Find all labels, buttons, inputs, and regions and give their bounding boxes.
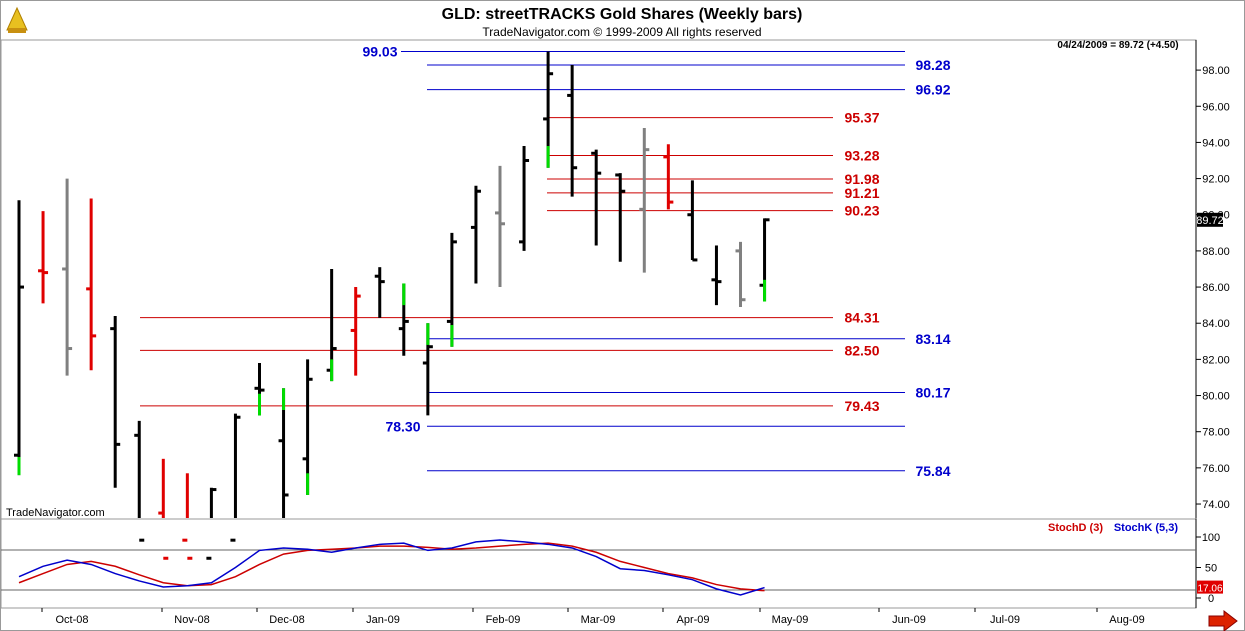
price-bar — [398, 283, 409, 356]
price-tick-label: 98.00 — [1202, 65, 1230, 77]
price-bar — [495, 165, 505, 288]
price-bar — [567, 65, 578, 197]
trade-navigator-logo-icon[interactable] — [3, 6, 31, 36]
level-label: 91.98 — [844, 171, 879, 187]
level-label: 90.23 — [844, 203, 879, 219]
stoch-k-line — [18, 539, 765, 596]
chart-title: GLD: streetTRACKS Gold Shares (Weekly ba… — [442, 6, 803, 23]
x-tick-label: Mar-09 — [581, 614, 616, 626]
price-bar — [639, 127, 650, 273]
price-tick-label: 94.00 — [1202, 137, 1230, 149]
price-bar — [14, 200, 24, 476]
stoch-last-label: 17.06 — [1197, 584, 1222, 595]
price-bar — [446, 232, 457, 347]
price-bar — [182, 473, 193, 560]
stoch-last-box — [1197, 580, 1223, 594]
legend-stoch-d: StochD (3) — [1048, 522, 1103, 534]
level-label: 83.14 — [915, 331, 950, 347]
level-label: 98.28 — [915, 57, 950, 73]
level-label: 96.92 — [915, 82, 950, 98]
price-bars — [14, 51, 770, 560]
level-label: 93.28 — [844, 147, 879, 163]
stoch-tick-label: 100 — [1202, 532, 1220, 544]
price-bar — [302, 359, 313, 495]
level-label: 78.30 — [385, 418, 420, 434]
price-tick-label: 82.00 — [1202, 354, 1230, 366]
price-bar — [110, 315, 121, 488]
level-label: 99.03 — [362, 43, 397, 59]
stoch-tick-label: 50 — [1205, 563, 1217, 575]
watermark-text: TradeNavigator.com — [6, 507, 105, 519]
stoch-d-line — [18, 542, 765, 592]
price-bar — [350, 287, 361, 376]
price-bar — [422, 323, 433, 416]
price-bar — [374, 267, 385, 318]
level-label: 91.21 — [844, 185, 879, 201]
price-bar — [158, 458, 169, 560]
last-price-label: 89.72 — [1196, 215, 1224, 227]
level-label: 95.37 — [844, 110, 879, 126]
price-bar — [134, 420, 145, 542]
x-tick-label: Jun-09 — [892, 614, 926, 626]
price-bar — [735, 241, 746, 307]
x-tick-label: Aug-09 — [1109, 614, 1144, 626]
last-price-box — [1197, 212, 1223, 227]
level-label: 84.31 — [844, 310, 879, 326]
price-bar — [687, 180, 698, 262]
price-tick-label: 92.00 — [1202, 174, 1230, 186]
price-tick-label: 88.00 — [1202, 246, 1230, 258]
stochastic-axis: 100 50 017.06 — [1196, 532, 1223, 605]
x-tick-label: Jul-09 — [990, 614, 1020, 626]
price-bar — [759, 218, 770, 302]
price-bar — [543, 51, 554, 168]
level-label: 80.17 — [915, 384, 950, 400]
price-bar — [230, 413, 241, 542]
price-tick-label: 76.00 — [1202, 463, 1230, 475]
x-tick-label: Oct-08 — [55, 614, 88, 626]
price-bar — [278, 388, 289, 518]
price-bar — [591, 149, 602, 246]
x-tick-label: Nov-08 — [174, 614, 209, 626]
x-tick-label: May-09 — [772, 614, 809, 626]
price-bar — [615, 173, 626, 262]
price-bar — [86, 198, 97, 371]
legend-stoch-k: StochK (5,3) — [1114, 522, 1179, 534]
last-quote-text: 04/24/2009 = 89.72 (+4.50) — [1057, 40, 1178, 51]
level-label: 82.50 — [844, 342, 879, 358]
scroll-right-arrow-icon[interactable] — [1208, 609, 1238, 631]
price-bar — [470, 185, 481, 284]
price-tick-label: 74.00 — [1202, 499, 1230, 511]
price-bar — [206, 487, 217, 560]
price-bar — [62, 178, 73, 376]
price-bar — [711, 245, 722, 306]
price-bar — [326, 268, 337, 382]
x-tick-label: Feb-09 — [486, 614, 521, 626]
stoch-tick-label: 0 — [1208, 593, 1214, 605]
price-tick-label: 96.00 — [1202, 101, 1230, 113]
price-tick-label: 86.00 — [1202, 282, 1230, 294]
time-axis: Oct-08 Nov-08 Dec-08 Jan-09 Feb-09 Mar-09 Apr-… — [41, 608, 1145, 626]
copyright-text: TradeNavigator.com © 1999-2009 All right… — [482, 25, 761, 39]
price-bar — [663, 144, 674, 210]
x-tick-label: Apr-09 — [676, 614, 709, 626]
level-label: 79.43 — [844, 398, 879, 414]
price-bar — [254, 362, 265, 416]
price-axis: 74.00 76.00 78.00 80.00 82.00 84.00 86.00 88.00… — [1196, 65, 1230, 511]
x-tick-label: Jan-09 — [366, 614, 400, 626]
price-tick-label: 80.00 — [1202, 391, 1230, 403]
x-tick-label: Dec-08 — [269, 614, 304, 626]
price-tick-label: 78.00 — [1202, 427, 1230, 439]
price-tick-label: 84.00 — [1202, 318, 1230, 330]
price-bar — [519, 146, 530, 251]
price-bar — [38, 211, 49, 304]
stochastic-lines — [18, 539, 765, 596]
level-label: 75.84 — [915, 463, 950, 479]
